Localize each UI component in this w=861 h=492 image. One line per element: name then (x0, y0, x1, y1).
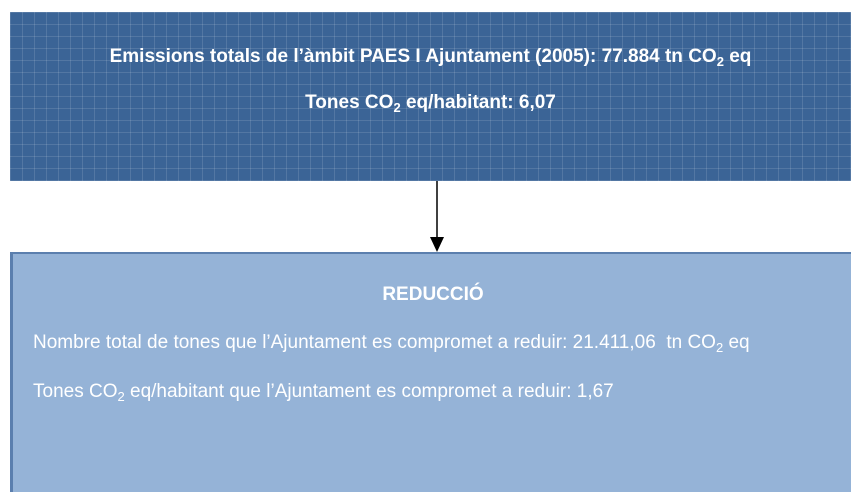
subscript: 2 (117, 389, 125, 404)
text: Tones CO (33, 381, 118, 402)
subscript: 2 (716, 54, 724, 69)
subscript: 2 (393, 100, 401, 115)
text: Emissions totals de l’àmbit PAES I Ajunt… (109, 46, 717, 67)
per-habitant: Tones CO2 eq/habitant: 6,07 (30, 88, 831, 118)
total-emissions: Emissions totals de l’àmbit PAES I Ajunt… (30, 42, 831, 72)
text: eq/habitant: 6,07 (400, 92, 556, 113)
per-habitant-reduction: Tones CO2 eq/habitant que l’Ajuntament e… (33, 377, 833, 406)
arrow (430, 181, 444, 252)
text: Tones CO (305, 92, 394, 113)
heading: REDUCCIÓ (382, 284, 484, 305)
text: Nombre total de tones que l’Ajuntament e… (33, 332, 716, 353)
total-reduction: Nombre total de tones que l’Ajuntament e… (33, 328, 833, 357)
subscript: 2 (715, 340, 724, 355)
reduction-box: REDUCCIÓ Nombre total de tones que l’Aju… (10, 252, 851, 492)
text: eq/habitant que l’Ajuntament es comprome… (124, 381, 614, 402)
text: eq (723, 332, 750, 353)
emissions-box: Emissions totals de l’àmbit PAES I Ajunt… (10, 12, 851, 181)
text: eq (723, 46, 752, 67)
